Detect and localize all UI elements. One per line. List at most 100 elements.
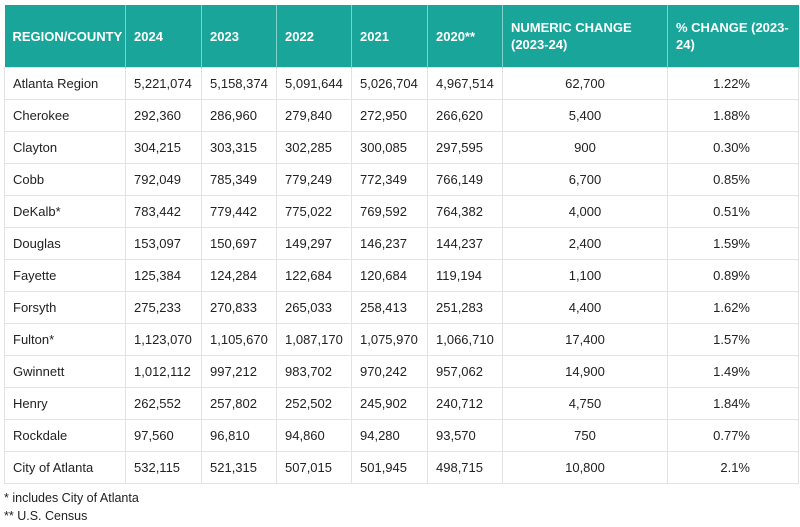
cell-2020: 251,283 xyxy=(427,291,503,324)
cell-2023: 303,315 xyxy=(201,131,277,164)
cell-percent-change: 1.62% xyxy=(667,291,799,324)
table-row: Fayette 125,384 124,284 122,684 120,684 119,1… xyxy=(4,259,799,292)
table-row: Atlanta Region 5,221,074 5,158,374 5,091,64… xyxy=(4,67,799,100)
cell-2023: 521,315 xyxy=(201,451,277,484)
table-row: Forsyth 275,233 270,833 265,033 258,413 251,2… xyxy=(4,291,799,324)
table-row: Clayton 304,215 303,315 302,285 300,085 297,5… xyxy=(4,131,799,164)
table-row: Gwinnett 1,012,112 997,212 983,702 970,242 95… xyxy=(4,355,799,388)
cell-region-county: Cobb xyxy=(4,163,126,196)
cell-2021: 5,026,704 xyxy=(351,67,428,100)
header-2020: 2020** xyxy=(427,5,503,68)
cell-2022: 779,249 xyxy=(276,163,352,196)
cell-2021: 146,237 xyxy=(351,227,428,260)
cell-numeric-change: 5,400 xyxy=(502,99,668,132)
cell-2020: 766,149 xyxy=(427,163,503,196)
header-2023: 2023 xyxy=(201,5,277,68)
cell-numeric-change: 750 xyxy=(502,419,668,452)
cell-2021: 300,085 xyxy=(351,131,428,164)
cell-numeric-change: 4,000 xyxy=(502,195,668,228)
cell-2021: 258,413 xyxy=(351,291,428,324)
cell-2024: 125,384 xyxy=(125,259,202,292)
cell-2021: 94,280 xyxy=(351,419,428,452)
cell-percent-change: 1.22% xyxy=(667,67,799,100)
cell-2021: 245,902 xyxy=(351,387,428,420)
cell-2023: 779,442 xyxy=(201,195,277,228)
cell-2021: 970,242 xyxy=(351,355,428,388)
cell-2024: 97,560 xyxy=(125,419,202,452)
cell-2020: 1,066,710 xyxy=(427,323,503,356)
footnotes: * includes City of Atlanta ** U.S. Censu… xyxy=(4,489,139,525)
cell-percent-change: 1.84% xyxy=(667,387,799,420)
population-table-container: REGION/COUNTY 2024 2023 2022 2021 2020**… xyxy=(4,5,799,484)
cell-region-county: Atlanta Region xyxy=(4,67,126,100)
cell-numeric-change: 62,700 xyxy=(502,67,668,100)
cell-percent-change: 0.85% xyxy=(667,163,799,196)
cell-2020: 764,382 xyxy=(427,195,503,228)
population-table: REGION/COUNTY 2024 2023 2022 2021 2020**… xyxy=(4,5,799,484)
cell-2024: 304,215 xyxy=(125,131,202,164)
header-row: REGION/COUNTY 2024 2023 2022 2021 2020**… xyxy=(4,5,799,68)
cell-numeric-change: 900 xyxy=(502,131,668,164)
header-2024: 2024 xyxy=(125,5,202,68)
cell-2024: 262,552 xyxy=(125,387,202,420)
cell-2024: 1,012,112 xyxy=(125,355,202,388)
cell-numeric-change: 1,100 xyxy=(502,259,668,292)
table-body: Atlanta Region 5,221,074 5,158,374 5,091,64… xyxy=(4,67,799,484)
cell-percent-change: 0.51% xyxy=(667,195,799,228)
cell-2024: 532,115 xyxy=(125,451,202,484)
header-2021: 2021 xyxy=(351,5,428,68)
cell-2023: 5,158,374 xyxy=(201,67,277,100)
cell-2020: 93,570 xyxy=(427,419,503,452)
cell-numeric-change: 2,400 xyxy=(502,227,668,260)
cell-2020: 4,967,514 xyxy=(427,67,503,100)
cell-2023: 96,810 xyxy=(201,419,277,452)
cell-region-county: Rockdale xyxy=(4,419,126,452)
cell-2020: 240,712 xyxy=(427,387,503,420)
header-numeric-change: NUMERIC CHANGE (2023-24) xyxy=(502,5,668,68)
header-region-county: REGION/COUNTY xyxy=(4,5,126,68)
cell-2022: 279,840 xyxy=(276,99,352,132)
cell-2022: 1,087,170 xyxy=(276,323,352,356)
cell-percent-change: 1.88% xyxy=(667,99,799,132)
cell-2022: 775,022 xyxy=(276,195,352,228)
cell-2020: 957,062 xyxy=(427,355,503,388)
cell-region-county: City of Atlanta xyxy=(4,451,126,484)
cell-numeric-change: 4,400 xyxy=(502,291,668,324)
cell-2022: 983,702 xyxy=(276,355,352,388)
cell-region-county: Fayette xyxy=(4,259,126,292)
cell-2024: 783,442 xyxy=(125,195,202,228)
header-percent-change: % CHANGE (2023-24) xyxy=(667,5,799,68)
table-row: DeKalb* 783,442 779,442 775,022 769,592 764,3… xyxy=(4,195,799,228)
cell-2021: 501,945 xyxy=(351,451,428,484)
cell-2021: 272,950 xyxy=(351,99,428,132)
cell-region-county: Henry xyxy=(4,387,126,420)
cell-2020: 144,237 xyxy=(427,227,503,260)
footnote-city-of-atlanta: * includes City of Atlanta xyxy=(4,491,139,505)
cell-region-county: Douglas xyxy=(4,227,126,260)
table-row: Cobb 792,049 785,349 779,249 772,349 766,149 6… xyxy=(4,163,799,196)
cell-percent-change: 2.1% xyxy=(667,451,799,484)
cell-2022: 507,015 xyxy=(276,451,352,484)
cell-region-county: DeKalb* xyxy=(4,195,126,228)
cell-2024: 292,360 xyxy=(125,99,202,132)
cell-2020: 266,620 xyxy=(427,99,503,132)
cell-2023: 785,349 xyxy=(201,163,277,196)
cell-numeric-change: 14,900 xyxy=(502,355,668,388)
cell-2022: 122,684 xyxy=(276,259,352,292)
cell-region-county: Forsyth xyxy=(4,291,126,324)
cell-numeric-change: 10,800 xyxy=(502,451,668,484)
cell-2022: 252,502 xyxy=(276,387,352,420)
cell-2020: 297,595 xyxy=(427,131,503,164)
cell-region-county: Fulton* xyxy=(4,323,126,356)
cell-percent-change: 0.77% xyxy=(667,419,799,452)
cell-2023: 124,284 xyxy=(201,259,277,292)
cell-2023: 1,105,670 xyxy=(201,323,277,356)
cell-percent-change: 1.59% xyxy=(667,227,799,260)
cell-percent-change: 1.57% xyxy=(667,323,799,356)
cell-region-county: Gwinnett xyxy=(4,355,126,388)
cell-2023: 270,833 xyxy=(201,291,277,324)
cell-2023: 257,802 xyxy=(201,387,277,420)
table-row: Cherokee 292,360 286,960 279,840 272,950 266,… xyxy=(4,99,799,132)
table-row: City of Atlanta 532,115 521,315 507,015 501,… xyxy=(4,451,799,484)
cell-2024: 1,123,070 xyxy=(125,323,202,356)
